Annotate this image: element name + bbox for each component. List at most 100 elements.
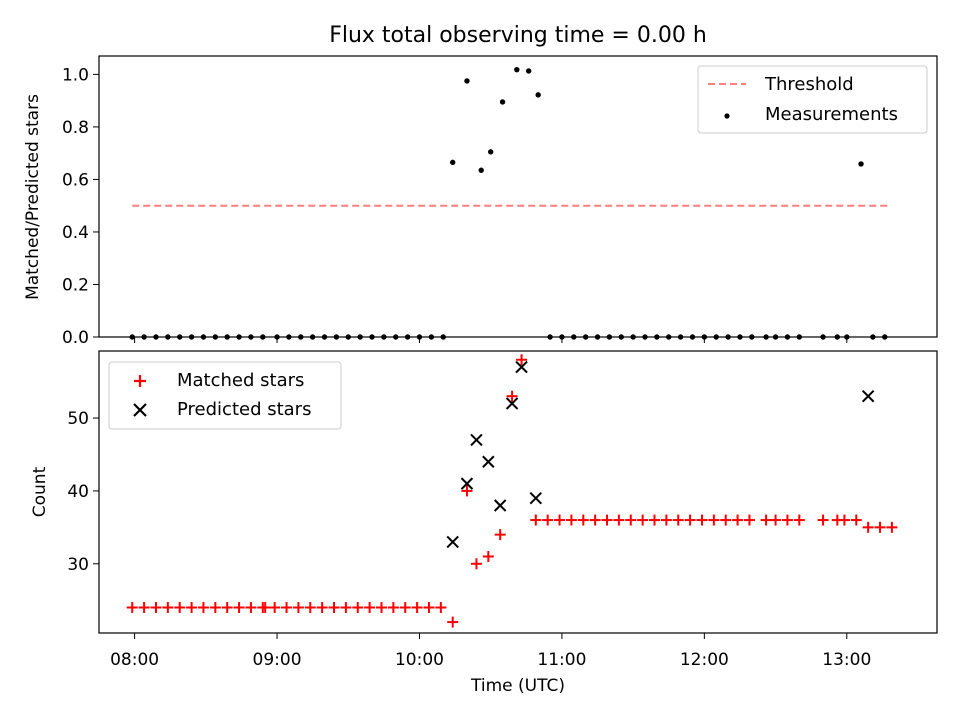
xtick-label: 12:00 [680,650,729,670]
measurement-point [487,149,494,155]
predicted-legend-swatch [133,403,147,417]
matched-star-point [375,601,387,613]
matched-star-point [174,601,186,613]
matched-star-point [447,616,459,628]
matched-star-point [328,601,340,613]
matched-star-point [516,354,528,366]
matched-star-point [197,601,209,613]
ratio-legend-box [697,65,928,134]
matched-star-point [684,514,696,526]
chart-title: Flux total observing time = 0.00 h [329,23,707,48]
count-panel-yticks: 30 40 50 [67,409,99,575]
matched-star-point [423,601,435,613]
matched-star-point [862,521,874,533]
matched-star-point [494,529,506,541]
matched-star-point [221,601,233,613]
matched-star-point [817,514,829,526]
matched-star-point [732,514,744,526]
count-panel: 30 40 50 08:00 09:00 10:00 11:00 12:00 13:00 Co… [30,350,938,696]
matched-star-point [637,514,649,526]
predicted-legend-label: Predicted stars [177,399,311,420]
matched-star-point [886,521,898,533]
matched-star-point [760,514,772,526]
matched-star-point [352,601,364,613]
matched-star-point [577,514,589,526]
predicted-star-point [470,433,483,447]
matched-star-point [554,514,566,526]
matched-star-point [269,601,281,613]
ytick-label: 0.2 [62,275,89,295]
matched-star-point [364,601,376,613]
xtick-label: 11:00 [537,650,586,670]
count-panel-ylabel: Count [30,466,50,517]
xtick-label: 10:00 [395,650,444,670]
matched-star-point [720,514,732,526]
count-panel-xticks: 08:00 09:00 10:00 11:00 12:00 13:00 [110,633,871,670]
predicted-star-point [493,499,507,512]
predicted-star-point [446,535,459,549]
ratio-panel: 0.0 0.2 0.4 0.6 0.8 1.0 Matched/Predicted sta… [23,55,938,348]
matched-star-point [565,514,577,526]
matched-star-point [259,601,271,613]
matched-star-point [411,601,423,613]
matched-star-point [470,558,482,570]
measurements-legend-label: Measurements [765,104,898,125]
predicted-stars-series [446,360,875,549]
matched-star-point [770,514,782,526]
ratio-panel-legend: Threshold Measurements [697,65,928,134]
count-panel-legend: Matched stars Predicted stars [108,361,342,430]
predicted-star-point [529,491,543,505]
predicted-star-point [515,360,528,374]
matched-star-point [186,601,198,613]
matched-star-point [316,601,328,613]
matched-star-point [743,514,755,526]
matched-star-point [530,514,542,526]
ytick-label: 50 [67,409,89,429]
matched-star-point [482,550,494,562]
matched-star-point [150,601,162,613]
xtick-label: 09:00 [253,650,302,670]
ytick-label: 0.6 [62,170,89,190]
measurement-point [535,92,541,98]
ratio-panel-yticks: 0.0 0.2 0.4 0.6 0.8 1.0 [62,65,99,348]
matched-star-point [506,390,518,402]
matched-star-point [138,601,150,613]
measurement-point [858,161,864,167]
measurement-point [478,167,484,173]
matched-star-point [781,514,793,526]
matched-star-point [126,601,138,613]
matched-star-point [162,601,174,613]
matched-star-point [461,485,473,497]
matched-star-point [850,514,862,526]
x-axis-label: Time (UTC) [470,676,565,696]
matched-star-point [340,601,352,613]
matched-stars-series [126,354,898,628]
matched-star-point [874,521,886,533]
matched-star-point [589,514,601,526]
ytick-label: 0.8 [62,118,89,138]
ytick-label: 30 [67,555,89,575]
matched-star-point [399,601,411,613]
predicted-star-point [482,455,495,468]
measurement-point [514,66,520,73]
predicted-star-point [460,477,474,490]
ratio-panel-ylabel: Matched/Predicted stars [23,94,43,300]
count-panel-frame [98,350,938,634]
matched-legend-label: Matched stars [177,370,304,391]
measurement-point [450,159,456,166]
matched-star-point [209,601,221,613]
matched-star-point [672,514,684,526]
predicted-star-point [505,397,519,410]
measurement-point [525,68,532,74]
matched-star-point [838,514,850,526]
count-legend-box [108,361,342,430]
ratio-panel-frame [98,55,938,338]
measurement-point [464,78,470,84]
matched-star-point [708,514,720,526]
matched-star-point [233,601,245,613]
matched-star-point [625,514,637,526]
measurement-point [499,99,506,105]
ytick-label: 0.0 [62,328,89,348]
matched-star-point [542,514,554,526]
ytick-label: 40 [67,482,89,502]
